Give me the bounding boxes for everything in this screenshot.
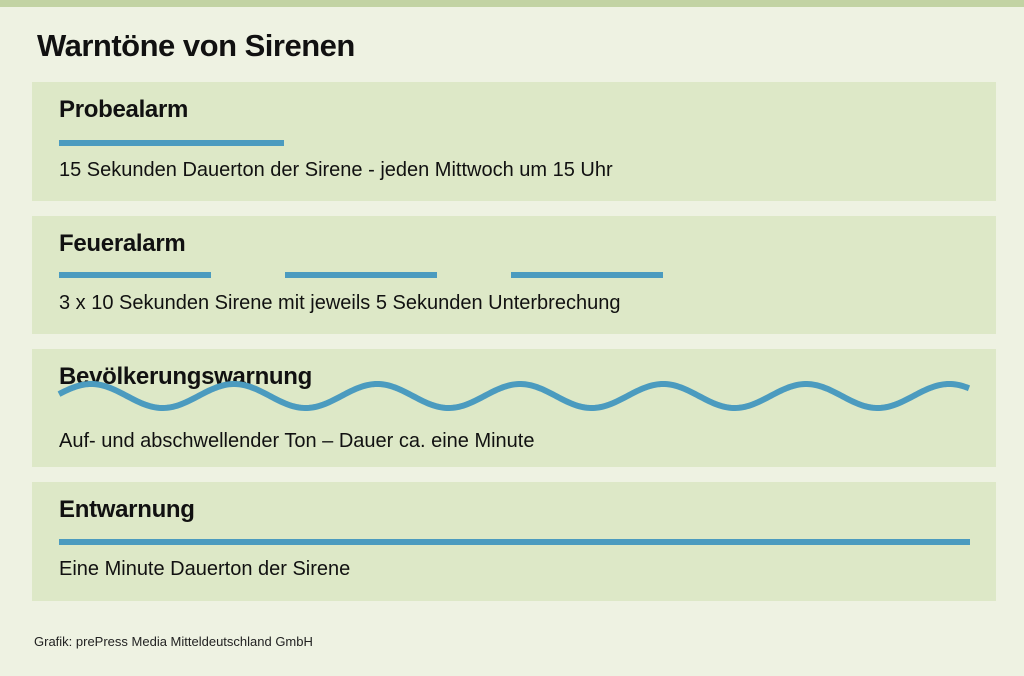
tone-three-bursts xyxy=(59,272,663,278)
tone-steady-short xyxy=(59,140,284,146)
panel-feueralarm: Feueralarm 3 x 10 Sekunden Sirene mit je… xyxy=(32,216,996,334)
signal-title: Probealarm xyxy=(59,96,189,123)
credit-line: Grafik: prePress Media Mitteldeutschland… xyxy=(34,634,313,649)
signal-description: 3 x 10 Sekunden Sirene mit jeweils 5 Sek… xyxy=(59,292,621,314)
tone-steady-long xyxy=(59,539,970,545)
top-accent-bar xyxy=(0,0,1024,7)
signal-title: Entwarnung xyxy=(59,496,195,523)
signal-title: Feueralarm xyxy=(59,230,186,257)
signal-description: Auf- und abschwellender Ton – Dauer ca. … xyxy=(59,430,535,452)
panel-probealarm: Probealarm 15 Sekunden Dauerton der Sire… xyxy=(32,82,996,201)
tone-wave xyxy=(57,380,971,412)
signal-description: 15 Sekunden Dauerton der Sirene - jeden … xyxy=(59,159,613,181)
page-title: Warntöne von Sirenen xyxy=(37,28,355,63)
panel-bevoelkerungswarnung: Bevölkerungswarnung Auf- und abschwellen… xyxy=(32,349,996,467)
panel-entwarnung: Entwarnung Eine Minute Dauerton der Sire… xyxy=(32,482,996,601)
signal-description: Eine Minute Dauerton der Sirene xyxy=(59,558,351,580)
tone-wave-line xyxy=(57,380,971,412)
